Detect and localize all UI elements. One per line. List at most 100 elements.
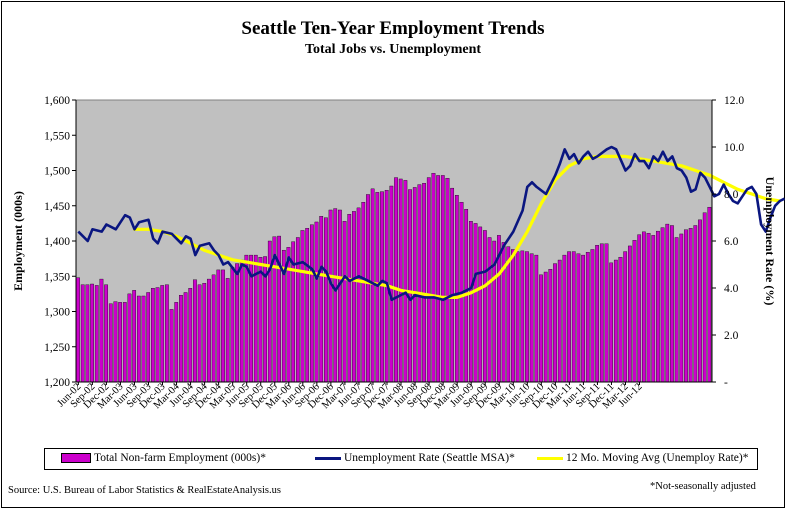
employment-bar [183, 292, 188, 383]
employment-bars [76, 173, 712, 383]
y2-tick-label: 6.0 [724, 236, 739, 248]
employment-bar [440, 175, 445, 383]
employment-bar [670, 225, 674, 383]
y-axis-title: Employment (000s) [11, 191, 25, 291]
employment-bar [235, 263, 239, 383]
employment-bar [660, 227, 665, 383]
employment-bar [539, 274, 543, 383]
employment-bar [642, 231, 646, 383]
source-note: Source: U.S. Bureau of Labor Statistics … [8, 485, 281, 496]
employment-bar [543, 271, 548, 383]
employment-bar [244, 254, 249, 383]
legend-label-moving-avg: 12 Mo. Moving Avg (Unemploy Rate)* [566, 452, 749, 464]
employment-bar [684, 229, 688, 383]
employment-bar [94, 285, 99, 383]
employment-bar [356, 207, 361, 383]
employment-bar [99, 278, 104, 383]
employment-bar [637, 234, 642, 383]
employment-bar [529, 253, 534, 383]
left-axis-ticks: 1,200 1,250 1,300 1,350 1,400 1,450 1,500 1,550… [44, 95, 70, 389]
employment-bar [632, 240, 637, 383]
y2-axis-title: Unemployment Rate (%) [763, 177, 777, 306]
employment-bar [515, 251, 520, 383]
employment-bar [136, 295, 141, 383]
employment-bar [534, 254, 539, 383]
employment-bar [127, 293, 132, 383]
employment-bar [188, 288, 193, 383]
employment-bar [225, 278, 230, 383]
employment-bar [118, 302, 122, 383]
employment-bar [590, 249, 595, 383]
legend-label-employment: Total Non-farm Employment (000s)* [94, 452, 266, 464]
employment-bar [174, 302, 179, 383]
employment-bar [267, 240, 272, 383]
y-tick-label: 1,350 [44, 271, 70, 283]
employment-bar [473, 223, 478, 383]
employment-bar [450, 187, 455, 383]
employment-bar [221, 269, 225, 383]
employment-bar [309, 224, 314, 383]
employment-bar [85, 284, 90, 383]
employment-bar [76, 277, 80, 383]
legend-label-unemployment: Unemployment Rate (Seattle MSA)* [344, 452, 515, 464]
employment-bar [160, 285, 165, 383]
employment-bar [520, 250, 525, 383]
employment-bar [408, 189, 412, 383]
unemployment-lines [77, 145, 786, 302]
chart-legend: Total Non-farm Employment (000s)* Unempl… [44, 448, 758, 470]
employment-bar [651, 235, 656, 383]
employment-bar [553, 263, 557, 383]
employment-bar [90, 283, 94, 383]
employment-bar [366, 194, 370, 383]
legend-item-moving-avg: 12 Mo. Moving Avg (Unemploy Rate)* [537, 452, 749, 464]
employment-bar [487, 237, 492, 383]
employment-bar [342, 221, 347, 383]
employment-bar [426, 177, 431, 383]
employment-bar [370, 188, 375, 383]
employment-bar [604, 243, 609, 383]
employment-bar [613, 259, 618, 383]
employment-bar [207, 278, 211, 383]
employment-bar [436, 175, 440, 383]
right-axis-ticks: - 2.0 4.0 6.0 8.0 10.0 12.0 [724, 95, 744, 389]
employment-bar [454, 195, 459, 383]
employment-bar [202, 283, 207, 383]
employment-bar [230, 266, 235, 383]
y-tick-label: 1,500 [44, 166, 70, 178]
employment-bar [656, 230, 660, 383]
y-tick-label: 1,400 [44, 236, 70, 248]
employment-bar [132, 290, 137, 383]
employment-bar [169, 309, 174, 383]
employment-bar [698, 219, 702, 383]
employment-bar [108, 303, 113, 383]
employment-bar [211, 274, 216, 383]
employment-bar [394, 177, 398, 383]
employment-bar [328, 209, 333, 383]
employment-bar [665, 223, 670, 383]
employment-bar [511, 249, 515, 383]
employment-bar [165, 284, 169, 383]
employment-bar [197, 284, 202, 383]
employment-bar [567, 251, 571, 383]
employment-bar [562, 254, 567, 383]
employment-bar [525, 251, 529, 383]
employment-bar [314, 221, 319, 383]
y-tick-label: 1,200 [44, 377, 70, 389]
chart-title: Seattle Ten-Year Employment Trends [241, 18, 545, 39]
employment-bar [122, 302, 127, 383]
employment-bar [80, 284, 85, 383]
employment-bar [674, 237, 679, 383]
employment-bar [506, 246, 511, 383]
employment-bar [258, 257, 263, 383]
employment-bar [599, 243, 604, 383]
legend-item-employment: Total Non-farm Employment (000s)* [61, 452, 266, 464]
y-tick-label: 1,300 [44, 307, 70, 319]
employment-bar [375, 192, 380, 383]
employment-bar [679, 233, 684, 383]
axes [72, 99, 716, 385]
employment-bar [609, 262, 614, 383]
y2-tick-label: - [724, 377, 728, 389]
employment-bar [412, 187, 417, 383]
employment-bar [702, 212, 707, 383]
employment-bar [179, 295, 183, 383]
